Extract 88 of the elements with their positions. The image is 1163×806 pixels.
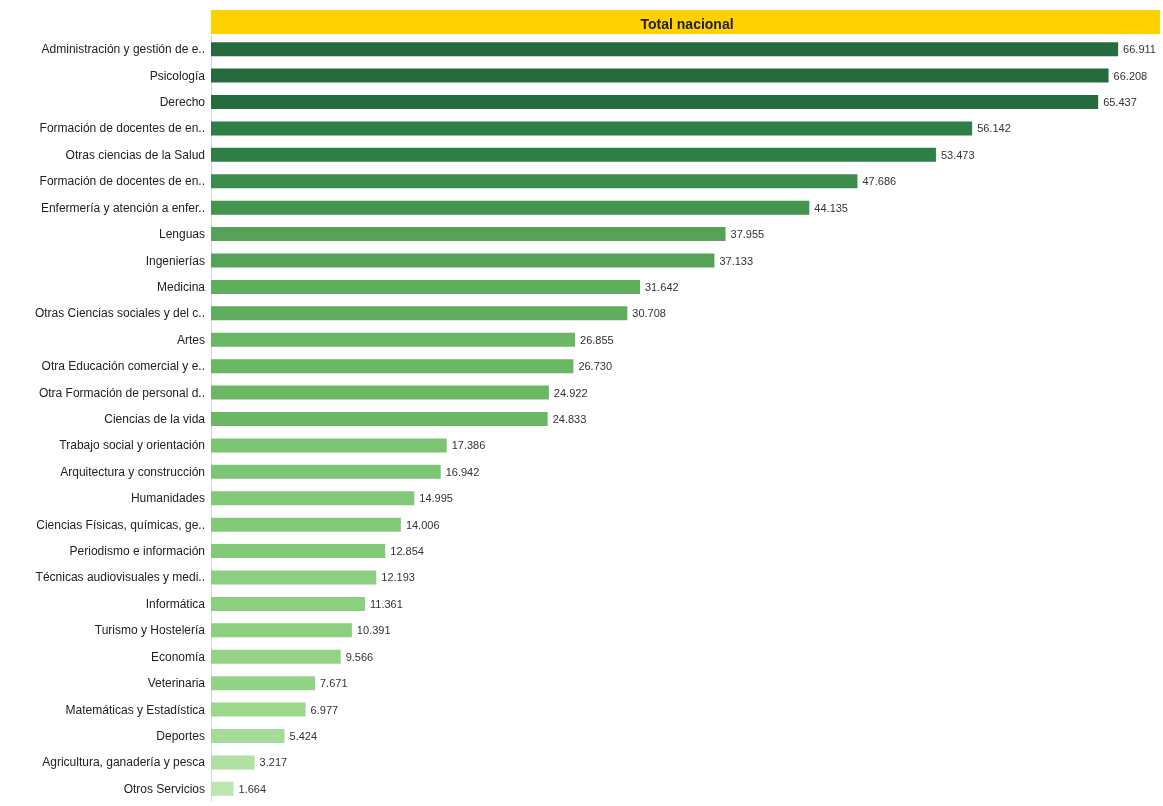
y-tick-label: Artes bbox=[176, 332, 205, 347]
y-tick-label: Otra Educación comercial y e.. bbox=[41, 359, 205, 374]
bar bbox=[211, 306, 628, 321]
data-label: 17.386 bbox=[451, 439, 486, 452]
bar bbox=[211, 279, 640, 294]
data-label: 47.686 bbox=[862, 175, 897, 188]
bar bbox=[211, 332, 576, 347]
data-label: 53.473 bbox=[940, 148, 975, 161]
y-tick-label: Ciencias Físicas, químicas, ge.. bbox=[36, 517, 205, 532]
data-label: 11.361 bbox=[370, 597, 403, 610]
data-label: 66.208 bbox=[1113, 69, 1148, 82]
data-label: 6.977 bbox=[310, 703, 339, 716]
bar bbox=[211, 676, 315, 691]
y-tick-label: Trabajo social y orientación bbox=[59, 438, 205, 453]
bar bbox=[211, 227, 726, 242]
y-tick-label: Agricultura, ganadería y pesca bbox=[42, 755, 206, 770]
bar bbox=[211, 596, 366, 611]
data-label: 24.922 bbox=[553, 386, 588, 399]
data-label: 3.217 bbox=[259, 756, 288, 769]
y-tick-label: Economía bbox=[150, 649, 206, 664]
data-label: 24.833 bbox=[552, 413, 587, 425]
bar bbox=[211, 623, 352, 638]
data-label: 66.911 bbox=[1123, 43, 1156, 56]
y-tick-label: Informática bbox=[145, 596, 206, 611]
data-label: 44.135 bbox=[814, 201, 848, 214]
data-label: 37.133 bbox=[719, 254, 754, 267]
bar bbox=[211, 517, 401, 532]
y-tick-label: Deportes bbox=[156, 728, 205, 743]
y-tick-label: Psicología bbox=[149, 68, 206, 83]
y-tick-label: Formación de docentes de en.. bbox=[39, 174, 205, 189]
bar bbox=[211, 781, 234, 796]
y-tick-label: Veterinaria bbox=[147, 676, 206, 691]
data-label: 37.955 bbox=[730, 228, 765, 241]
y-tick-label: Derecho bbox=[159, 95, 206, 110]
bar bbox=[211, 95, 1099, 110]
data-label: 56.142 bbox=[977, 122, 1011, 135]
bar bbox=[211, 253, 715, 268]
y-tick-label: Matemáticas y Estadística bbox=[65, 702, 206, 717]
y-tick-label: Humanidades bbox=[130, 491, 205, 506]
bar bbox=[211, 68, 1109, 83]
y-tick-label: Otra Formación de personal d.. bbox=[38, 385, 205, 400]
bar bbox=[211, 544, 386, 559]
bar bbox=[211, 570, 377, 585]
data-label: 12.193 bbox=[381, 571, 415, 584]
bar bbox=[211, 438, 447, 453]
y-tick-label: Otras Ciencias sociales y del c.. bbox=[34, 306, 205, 321]
y-tick-label: Lenguas bbox=[158, 227, 205, 242]
bar bbox=[211, 359, 574, 374]
data-label: 65.437 bbox=[1103, 96, 1137, 109]
data-label: 31.642 bbox=[644, 280, 679, 293]
data-label: 14.006 bbox=[405, 518, 440, 531]
data-label: 30.708 bbox=[632, 307, 666, 320]
data-label: 14.995 bbox=[419, 492, 453, 505]
bar bbox=[211, 755, 255, 770]
data-label: 26.730 bbox=[578, 360, 613, 373]
bar bbox=[211, 147, 936, 162]
y-tick-label: Periodismo e información bbox=[69, 544, 205, 559]
y-tick-label: Arquitectura y construcción bbox=[60, 464, 205, 479]
bar bbox=[211, 200, 810, 215]
bar bbox=[211, 385, 549, 400]
data-label: 1.664 bbox=[238, 782, 267, 795]
y-tick-label: Ciencias de la vida bbox=[104, 412, 206, 426]
chart-title: Total nacional bbox=[640, 16, 734, 32]
bar bbox=[211, 42, 1119, 57]
y-tick-label: Otros Servicios bbox=[123, 781, 205, 796]
bar bbox=[211, 464, 441, 479]
data-label: 7.671 bbox=[320, 677, 348, 690]
y-tick-label: Otras ciencias de la Salud bbox=[65, 147, 205, 162]
data-label: 26.855 bbox=[580, 333, 614, 346]
y-tick-label: Formación de docentes de en.. bbox=[39, 121, 205, 136]
y-tick-label: Administración y gestión de e.. bbox=[41, 42, 205, 57]
data-label: 10.391 bbox=[356, 624, 391, 637]
data-label: 12.854 bbox=[390, 545, 424, 558]
data-label: 5.424 bbox=[289, 729, 318, 742]
y-tick-label: Medicina bbox=[156, 279, 206, 294]
y-tick-label: Turismo y Hostelería bbox=[94, 623, 206, 638]
y-tick-label: Ingenierías bbox=[145, 253, 205, 268]
bar bbox=[211, 412, 548, 426]
bar bbox=[211, 174, 858, 189]
bar bbox=[211, 491, 415, 506]
bar bbox=[211, 649, 341, 664]
bar bbox=[211, 728, 285, 743]
y-tick-label: Técnicas audiovisuales y medi.. bbox=[35, 570, 205, 585]
y-tick-label: Enfermería y atención a enfer.. bbox=[40, 200, 205, 215]
bar bbox=[211, 121, 973, 136]
data-label: 16.942 bbox=[445, 465, 480, 478]
bar bbox=[211, 702, 306, 717]
data-label: 9.566 bbox=[345, 650, 374, 663]
